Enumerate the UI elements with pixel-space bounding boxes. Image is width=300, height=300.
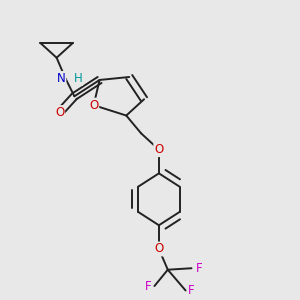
Text: F: F bbox=[145, 280, 152, 292]
Text: F: F bbox=[196, 262, 202, 275]
Text: F: F bbox=[188, 284, 195, 297]
Text: O: O bbox=[89, 99, 98, 112]
Text: H: H bbox=[74, 72, 82, 85]
Text: O: O bbox=[55, 106, 64, 119]
Text: O: O bbox=[154, 242, 164, 256]
Text: N: N bbox=[57, 72, 65, 85]
Text: O: O bbox=[154, 143, 164, 156]
